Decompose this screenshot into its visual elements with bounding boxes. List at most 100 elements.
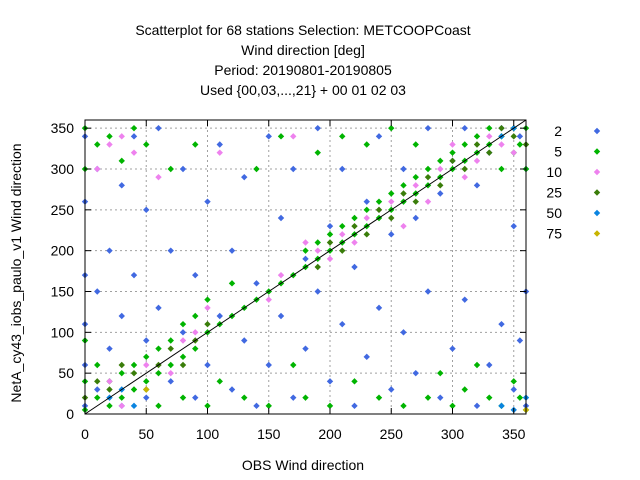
data-point — [277, 271, 285, 279]
data-point — [204, 402, 211, 410]
data-point — [192, 271, 199, 279]
data-point — [106, 141, 113, 148]
data-point — [290, 361, 297, 369]
data-point — [412, 198, 419, 205]
legend-marker — [593, 127, 601, 135]
data-point — [412, 214, 419, 222]
data-point — [130, 369, 138, 377]
data-point — [388, 231, 395, 238]
x-axis-label: OBS Wind direction — [242, 457, 364, 473]
data-point — [473, 361, 481, 369]
y-tick-label: 250 — [51, 202, 75, 218]
data-point — [510, 386, 517, 393]
legend-label: 50 — [546, 205, 562, 221]
data-point — [339, 231, 346, 238]
x-tick-label: 350 — [502, 426, 526, 442]
data-point — [253, 402, 260, 410]
data-point — [277, 133, 285, 140]
data-point — [516, 337, 524, 344]
data-point — [400, 190, 407, 197]
data-point — [400, 222, 407, 230]
legend-label: 75 — [546, 226, 562, 242]
data-point — [498, 402, 505, 410]
data-point — [106, 402, 113, 410]
data-point — [449, 345, 456, 352]
data-point — [167, 345, 174, 352]
data-point — [363, 206, 370, 214]
data-point — [228, 280, 236, 287]
data-point — [265, 133, 272, 140]
data-point — [412, 141, 419, 148]
data-point — [351, 239, 358, 246]
data-point — [339, 165, 346, 173]
data-point — [351, 378, 358, 385]
legend-label: 25 — [546, 185, 562, 201]
data-point — [388, 190, 395, 197]
legend-label: 2 — [554, 123, 562, 139]
data-point — [314, 247, 321, 254]
data-point — [277, 312, 285, 320]
data-point — [216, 378, 223, 385]
data-point — [375, 198, 383, 205]
data-point — [143, 386, 150, 393]
data-point — [118, 361, 125, 369]
data-point — [326, 231, 334, 238]
data-point — [302, 345, 309, 352]
data-point — [388, 124, 395, 132]
data-point — [143, 206, 150, 214]
x-tick-label: 150 — [257, 426, 281, 442]
y-tick-label: 50 — [58, 365, 74, 381]
data-point — [339, 222, 346, 230]
data-point — [375, 394, 383, 401]
data-point — [192, 394, 199, 401]
y-axis-label: NetA_cy43_iobs_paulo_v1 Wind direction — [8, 143, 24, 402]
data-point — [265, 402, 272, 410]
data-point — [192, 345, 199, 352]
data-point — [228, 247, 236, 254]
data-point — [118, 133, 125, 140]
y-tick-label: 100 — [51, 324, 75, 340]
data-point — [412, 182, 419, 189]
data-point — [437, 165, 444, 173]
data-point — [437, 394, 444, 401]
data-point — [130, 149, 138, 156]
title-line-1: Scatterplot for 68 stations Selection: M… — [135, 22, 470, 38]
data-point — [118, 394, 125, 401]
data-point — [461, 165, 468, 173]
data-point — [290, 394, 297, 401]
legend-marker — [593, 230, 601, 237]
title-line-4: Used {00,03,...,21} + 00 01 02 03 — [200, 82, 406, 98]
data-point — [143, 353, 150, 361]
data-point — [94, 386, 101, 393]
y-tick-label: 0 — [66, 406, 74, 422]
data-point — [326, 402, 334, 410]
data-point — [375, 304, 383, 312]
data-point — [351, 263, 358, 271]
data-points — [81, 124, 530, 414]
data-point — [204, 296, 211, 303]
data-point — [498, 165, 505, 173]
data-point — [130, 133, 138, 140]
data-point — [277, 214, 285, 222]
data-point — [155, 369, 162, 377]
diagonal-line — [84, 119, 527, 415]
data-point — [424, 124, 432, 132]
plot-frame — [84, 119, 527, 415]
data-point — [192, 312, 199, 320]
data-point — [118, 182, 125, 189]
data-point — [155, 345, 162, 352]
data-point — [400, 165, 407, 173]
y-tick-label: 200 — [51, 243, 75, 259]
data-point — [339, 133, 346, 140]
data-point — [314, 288, 321, 295]
data-point — [510, 133, 517, 140]
data-point — [424, 394, 432, 401]
data-point — [179, 320, 187, 328]
data-point — [265, 361, 272, 369]
data-point — [94, 394, 101, 401]
data-point — [155, 402, 162, 410]
data-point — [130, 402, 138, 410]
data-point — [118, 157, 125, 165]
data-point — [400, 329, 407, 336]
